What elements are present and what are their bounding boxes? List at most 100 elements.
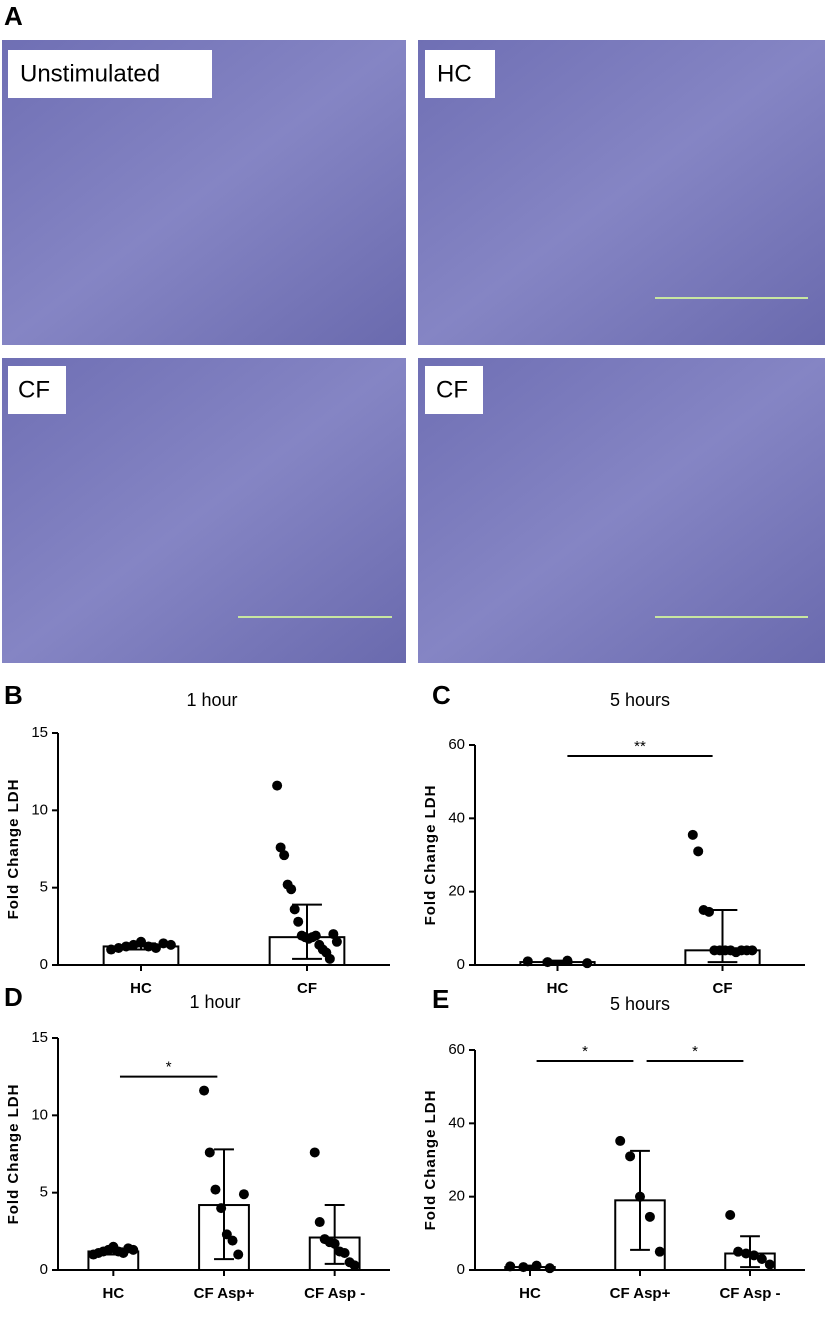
data-point [582,958,593,969]
panel-letter: E [432,984,449,1014]
data-point [531,1260,542,1271]
data-point [289,904,300,915]
significance-label: * [166,1059,172,1076]
data-point [136,936,146,947]
y-tick-label: 20 [448,883,465,900]
y-tick-label: 0 [457,956,465,973]
micrograph: CF [418,358,825,663]
micrograph: HC [418,40,825,345]
y-tick-label: 15 [31,724,48,741]
data-point [113,942,124,953]
data-point [542,957,553,968]
image-label: HC [437,60,472,87]
panel-letter: B [4,680,23,710]
y-tick-label: 0 [40,1261,48,1278]
significance-label: * [582,1043,588,1060]
x-tick-label: HC [130,980,152,997]
data-point [165,939,176,950]
x-tick-label: CF Asp+ [194,1285,255,1302]
data-point [748,1250,759,1261]
micrograph: CF [2,358,406,663]
data-point [518,1262,529,1273]
y-axis-label: Fold Change LDH [5,1084,22,1225]
data-point [210,1184,221,1195]
data-point [764,1259,775,1270]
y-tick-label: 15 [31,1029,48,1046]
y-axis-label: Fold Change LDH [422,1090,439,1231]
data-point [238,1189,249,1200]
data-point [704,906,714,917]
x-tick-label: CF Asp - [719,1285,780,1302]
data-point [522,956,533,967]
data-point [128,1244,139,1255]
data-point [275,842,286,853]
data-point [349,1260,360,1271]
data-point [328,929,339,940]
data-point [128,939,139,950]
data-point [310,930,321,941]
chart-title: 5 hours [610,994,670,1014]
significance-label: * [692,1043,698,1060]
data-point [314,1217,325,1228]
y-tick-label: 40 [448,1114,465,1131]
y-axis-label: Fold Change LDH [5,779,22,920]
x-tick-label: HC [102,1285,124,1302]
data-point [756,1254,767,1264]
x-tick-label: CF [297,980,317,997]
data-point [687,829,698,840]
data-point [227,1235,238,1246]
data-point [293,916,304,927]
data-point [324,953,335,964]
data-point [150,942,161,953]
x-tick-label: CF Asp+ [610,1285,671,1302]
x-tick-label: HC [547,980,569,997]
data-point [158,938,169,949]
y-tick-label: 10 [31,1106,48,1123]
image-label: Unstimulated [20,60,160,87]
x-tick-label: HC [519,1285,541,1302]
image-label: CF [18,376,50,403]
y-tick-label: 10 [31,801,48,818]
data-point [741,1248,752,1259]
data-point [121,941,132,952]
data-point [143,941,154,952]
y-tick-label: 60 [448,1041,465,1058]
data-point [505,1261,516,1272]
chart-title: 1 hour [186,690,237,710]
micrograph: Unstimulated [2,40,406,345]
panel-letter: D [4,982,23,1012]
data-point [654,1246,665,1257]
panel-letter: A [4,1,23,31]
y-tick-label: 20 [448,1188,465,1205]
data-point [339,1247,350,1258]
x-tick-label: CF Asp - [304,1285,365,1302]
data-point [199,1085,210,1096]
data-point [233,1249,244,1260]
data-point [747,945,758,956]
image-label: CF [436,376,468,403]
data-point [644,1211,655,1222]
significance-label: ** [634,738,646,755]
data-point [733,1246,744,1257]
data-point [725,1210,736,1220]
data-point [693,846,704,857]
x-tick-label: CF [713,980,733,997]
data-point [331,936,342,947]
data-point [625,1151,636,1162]
data-point [272,780,283,791]
y-tick-label: 5 [40,1184,48,1201]
data-point [544,1263,555,1274]
y-tick-label: 0 [40,956,48,973]
y-tick-label: 0 [457,1261,465,1278]
data-point [216,1203,227,1214]
y-tick-label: 40 [448,809,465,826]
data-point [615,1135,626,1146]
data-point [286,884,297,895]
panel-letter: C [432,680,451,710]
y-tick-label: 5 [40,879,48,896]
data-point [562,955,573,966]
data-point [635,1191,645,1202]
y-axis-label: Fold Change LDH [422,785,439,926]
y-tick-label: 60 [448,736,465,753]
